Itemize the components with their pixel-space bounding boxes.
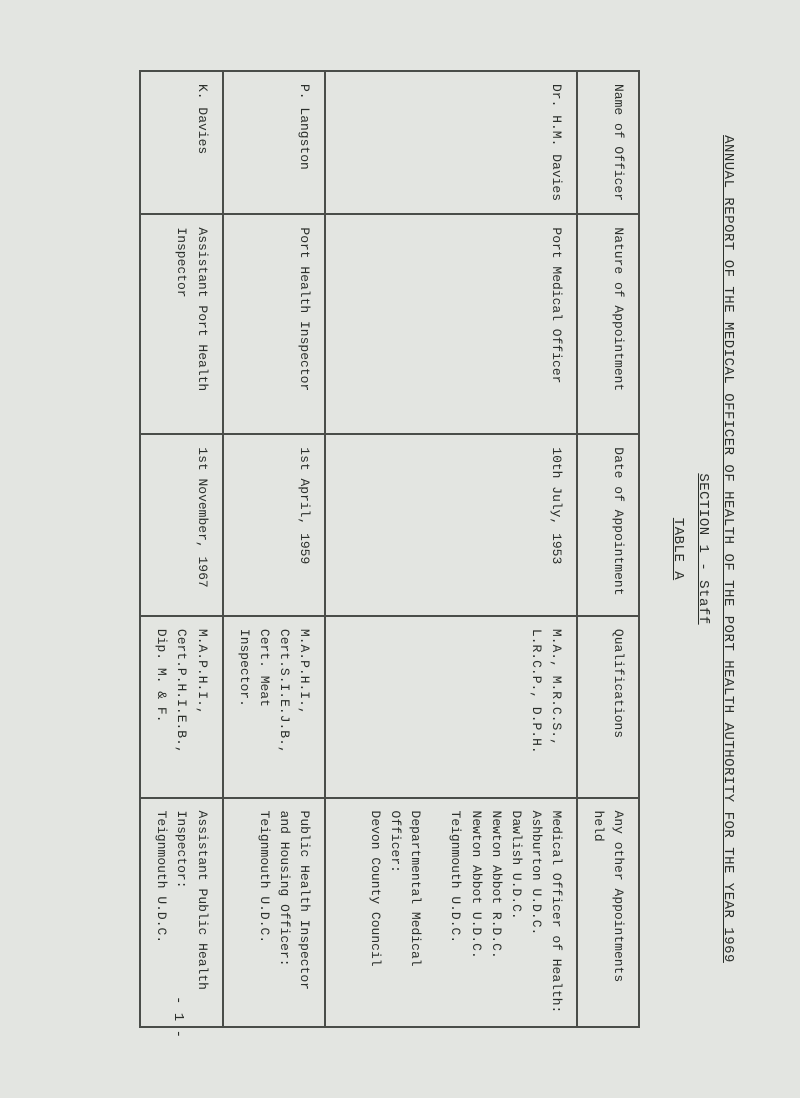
table-header-row: Name of Officer Nature of Appointment Da… — [577, 71, 639, 1027]
cell-qual: M.A.P.H.I.,Cert.P.H.I.E.B.,Dip. M. & F. — [140, 616, 222, 798]
col-qual: Qualifications — [577, 616, 639, 798]
staff-table: Name of Officer Nature of Appointment Da… — [139, 70, 640, 1028]
table-row: P. Langston Port Health Inspector 1st Ap… — [223, 71, 326, 1027]
cell-nature: Assistant Port Health Inspector — [140, 214, 222, 434]
cell-nature: Port Medical Officer — [325, 214, 577, 434]
cell-other: Assistant Public Health Inspector:Teignm… — [140, 798, 222, 1027]
col-nature: Nature of Appointment — [577, 214, 639, 434]
cell-other: Medical Officer of Health:Ashburton U.D.… — [325, 798, 577, 1027]
cell-qual: M.A.P.H.I.,Cert.S.I.E.J.B.,Cert. Meat In… — [223, 616, 326, 798]
cell-name: Dr. H.M. Davies — [325, 71, 577, 214]
cell-date: 1st April, 1959 — [223, 434, 326, 616]
cell-date: 1st November, 1967 — [140, 434, 222, 616]
cell-date: 10th July, 1953 — [325, 434, 577, 616]
page-rotated-container: ANNUAL REPORT OF THE MEDICAL OFFICER OF … — [0, 0, 800, 1098]
report-title: ANNUAL REPORT OF THE MEDICAL OFFICER OF … — [715, 70, 740, 1028]
cell-qual: M.A., M.R.C.S., L.R.C.P., D.P.H. — [325, 616, 577, 798]
table-row: Dr. H.M. Davies Port Medical Officer 10t… — [325, 71, 577, 1027]
sheet: ANNUAL REPORT OF THE MEDICAL OFFICER OF … — [0, 0, 800, 1098]
table-row: K. Davies Assistant Port Health Inspecto… — [140, 71, 222, 1027]
page-number: - 1 - — [170, 996, 186, 1038]
cell-other: Public Health Inspector and Housing Offi… — [223, 798, 326, 1027]
col-date: Date of Appointment — [577, 434, 639, 616]
cell-nature: Port Health Inspector — [223, 214, 326, 434]
cell-name: K. Davies — [140, 71, 222, 214]
table-label: TABLE A — [664, 70, 689, 1028]
col-name: Name of Officer — [577, 71, 639, 214]
title-block: ANNUAL REPORT OF THE MEDICAL OFFICER OF … — [664, 70, 740, 1028]
section-line: SECTION 1 - Staff — [690, 70, 715, 1028]
cell-name: P. Langston — [223, 71, 326, 214]
staff-table-wrap: Name of Officer Nature of Appointment Da… — [139, 70, 640, 1028]
col-other: Any other Appointments held — [577, 798, 639, 1027]
